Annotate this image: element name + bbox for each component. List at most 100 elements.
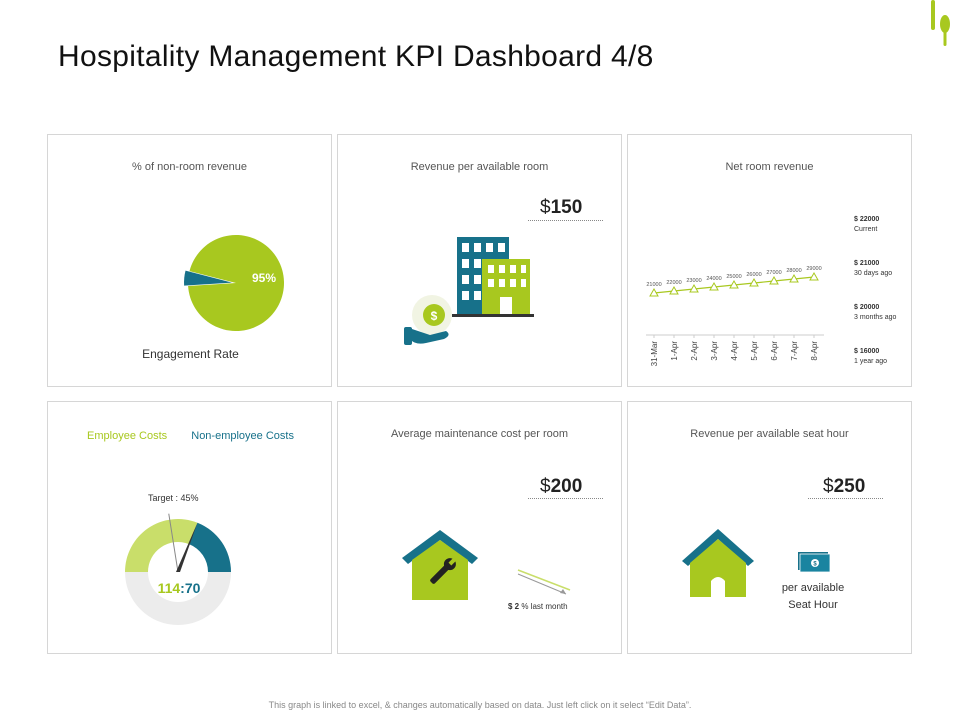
data-point: [709, 281, 719, 291]
panel-costs: Employee Costs Non-employee Costs Target…: [47, 401, 332, 654]
value-number: 200: [550, 476, 583, 497]
panel-seat-hour-revenue: Revenue per available seat hour $250 $ p…: [627, 401, 912, 654]
net-room-revenue-line-chart[interactable]: 21000 22000 23000 24000 25000 26000 27000 28000…: [628, 135, 843, 388]
svg-text:$: $: [813, 562, 817, 568]
trend-arrow-shaft: [517, 573, 567, 595]
panel-non-room-revenue: % of non-room revenue 95% Engagement Rat…: [47, 134, 332, 387]
data-label: 25000: [726, 274, 741, 280]
data-label: 27000: [766, 270, 781, 276]
legend-value: $ 16000: [854, 348, 880, 355]
value-needle: [176, 522, 198, 572]
hotel-buildings-icon: $: [404, 237, 534, 345]
seat-hour-caption: per available Seat Hour: [758, 580, 868, 614]
target-label: Target : 45%: [148, 493, 199, 503]
data-point: [669, 285, 679, 295]
currency-symbol: $: [540, 476, 551, 497]
footer-note: This graph is linked to excel, & changes…: [268, 700, 692, 710]
data-label: 22000: [666, 280, 681, 286]
target-needle: [168, 513, 179, 573]
legend-entry: $ 21000 30 days ago: [854, 259, 912, 279]
svg-text:$: $: [431, 309, 438, 323]
seat-hour-value: $250: [823, 476, 865, 498]
caption-line-2: Seat Hour: [788, 599, 838, 611]
data-label: 21000: [646, 282, 661, 288]
data-label: 26000: [746, 272, 761, 278]
panel-title: % of non-room revenue: [132, 161, 247, 173]
caption-line-1: per available: [781, 582, 845, 594]
x-tick-label: 1-Apr: [670, 341, 679, 361]
legend-employee-costs: Employee Costs: [87, 430, 168, 442]
currency-symbol: $: [823, 476, 834, 497]
value-number: 150: [550, 197, 583, 218]
legend-entry: $ 16000 1 year ago: [854, 347, 912, 367]
x-tick-label: 31-Mar: [650, 341, 659, 367]
x-tick-label: 6-Apr: [770, 341, 779, 361]
trend-arrow-head: [560, 589, 566, 594]
legend-non-employee-costs: Non-employee Costs: [191, 430, 294, 442]
legend-label: 1 year ago: [854, 358, 888, 365]
data-point: [649, 287, 659, 297]
cost-legend: Employee Costs Non-employee Costs: [48, 430, 333, 442]
panel-title: Average maintenance cost per room: [390, 428, 569, 440]
cash-stack-icon: $: [798, 552, 831, 573]
legend-entry: $ 20000 3 months ago: [854, 303, 912, 323]
delta-label: % last month: [521, 602, 568, 611]
x-tick-label: 5-Apr: [750, 341, 759, 361]
data-label: 23000: [686, 278, 701, 284]
cutlery-logo-icon: [931, 0, 950, 46]
panel-revpar: Revenue per available room $150 $: [337, 134, 622, 387]
legend-label: 3 months ago: [854, 314, 897, 321]
net-room-legend: $ 22000 Current $ 21000 30 days ago $ 20000 3…: [854, 215, 912, 391]
pie-data-label: 95%: [252, 271, 276, 285]
engagement-rate-caption: Engagement Rate: [142, 347, 239, 361]
ratio-separator: :: [180, 580, 185, 596]
cost-ratio: 114:70: [48, 580, 310, 596]
house-wrench-icon: [402, 530, 478, 600]
panel-title: Revenue per available room: [410, 161, 549, 173]
data-point: [809, 271, 819, 281]
ratio-employee: 114: [157, 580, 181, 596]
legend-value: $ 22000: [854, 216, 880, 223]
legend-value: $ 21000: [854, 260, 880, 267]
data-label: 28000: [786, 268, 801, 274]
x-tick-label: 4-Apr: [730, 341, 739, 361]
data-label: 24000: [706, 276, 721, 282]
house-icon: [682, 529, 754, 597]
panel-title: Net room revenue: [725, 161, 814, 173]
gauge-background: [125, 572, 231, 625]
revpar-value: $150: [540, 197, 582, 219]
value-number: 250: [833, 476, 866, 497]
trend-line: [517, 569, 571, 591]
legend-label: 30 days ago: [854, 270, 893, 277]
non-room-revenue-pie[interactable]: 95%: [48, 135, 333, 388]
panel-title: Revenue per available seat hour: [690, 428, 849, 440]
legend-label: Current: [854, 226, 878, 233]
pie-slice-non-room: [188, 235, 284, 332]
data-point: [789, 273, 799, 283]
dotted-underline: [808, 498, 883, 499]
x-tick-label: 3-Apr: [710, 341, 719, 361]
data-label: 29000: [806, 266, 821, 272]
pie-slice-other: [184, 270, 233, 286]
panel-maintenance-cost: Average maintenance cost per room $200 $…: [337, 401, 622, 654]
delta-value: $ 2: [508, 602, 520, 611]
gauge-non-employee-segment: [189, 522, 231, 572]
data-point: [729, 279, 739, 289]
legend-entry: $ 22000 Current: [854, 215, 912, 235]
currency-symbol: $: [540, 197, 551, 218]
maintenance-delta: $ 2 % last month: [508, 602, 568, 611]
legend-value: $ 20000: [854, 304, 880, 311]
dotted-underline: [528, 220, 603, 221]
maintenance-value: $200: [540, 476, 582, 498]
data-point: [769, 275, 779, 285]
x-tick-label: 7-Apr: [790, 341, 799, 361]
x-tick-label: 2-Apr: [690, 341, 699, 361]
data-point: [689, 283, 699, 293]
gauge-employee-segment: [125, 519, 198, 572]
panel-net-room-revenue: Net room revenue 21000 22000 23000 24000 250…: [627, 134, 912, 387]
ratio-non-employee: 70: [184, 580, 201, 596]
page-title: Hospitality Management KPI Dashboard 4/8: [58, 40, 654, 73]
maintenance-trend-line[interactable]: [514, 560, 578, 606]
cost-gauge-chart[interactable]: [48, 402, 333, 655]
x-tick-label: 8-Apr: [810, 341, 819, 361]
